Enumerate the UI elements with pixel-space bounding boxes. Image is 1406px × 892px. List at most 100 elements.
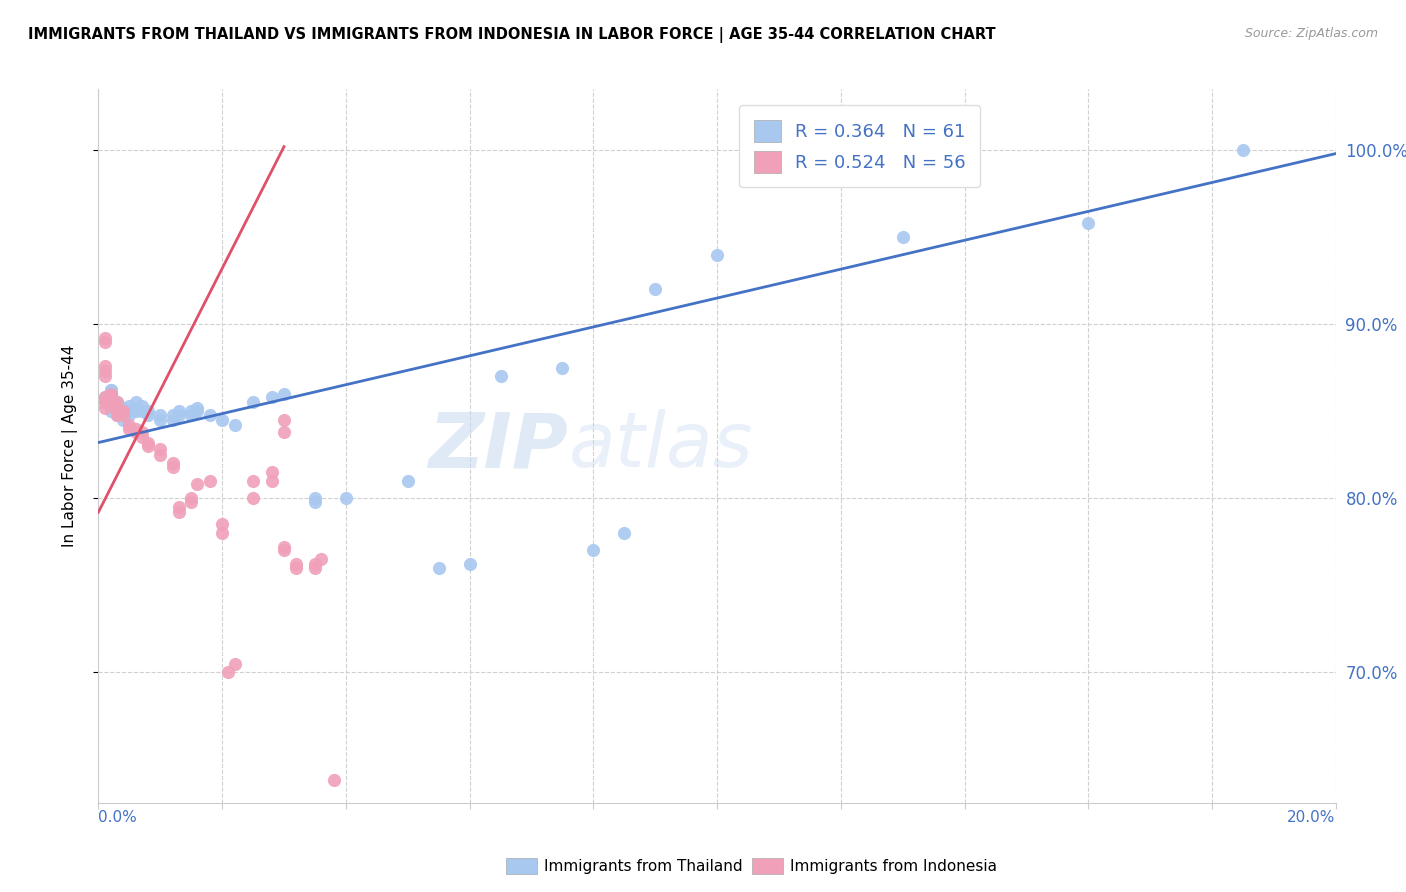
Point bbox=[118, 399, 141, 413]
Point bbox=[93, 364, 115, 378]
Point bbox=[100, 386, 122, 401]
Point bbox=[551, 360, 574, 375]
Point bbox=[100, 390, 122, 404]
Point bbox=[100, 404, 122, 418]
Point bbox=[105, 401, 128, 415]
Point bbox=[93, 331, 115, 345]
Point bbox=[273, 540, 295, 554]
Point bbox=[105, 395, 128, 409]
Text: atlas: atlas bbox=[568, 409, 754, 483]
Point bbox=[100, 395, 122, 409]
Point bbox=[242, 474, 264, 488]
Text: Source: ZipAtlas.com: Source: ZipAtlas.com bbox=[1244, 27, 1378, 40]
Point bbox=[93, 334, 115, 349]
Point bbox=[427, 561, 450, 575]
Point bbox=[93, 390, 115, 404]
Point bbox=[891, 230, 914, 244]
Point bbox=[706, 247, 728, 261]
Point bbox=[211, 526, 233, 541]
Point bbox=[100, 386, 122, 401]
Point bbox=[149, 413, 172, 427]
Point bbox=[396, 474, 419, 488]
Point bbox=[582, 543, 605, 558]
Point bbox=[136, 404, 159, 418]
Legend: R = 0.364   N = 61, R = 0.524   N = 56: R = 0.364 N = 61, R = 0.524 N = 56 bbox=[740, 105, 980, 187]
Point bbox=[93, 390, 115, 404]
Text: 20.0%: 20.0% bbox=[1288, 810, 1336, 825]
Point bbox=[167, 505, 190, 519]
Point bbox=[131, 430, 153, 444]
Point bbox=[167, 408, 190, 422]
Point bbox=[1232, 143, 1254, 157]
Point bbox=[112, 404, 135, 418]
Point bbox=[100, 384, 122, 398]
Point bbox=[100, 395, 122, 409]
Point bbox=[304, 491, 326, 506]
Point bbox=[180, 494, 202, 508]
Point bbox=[149, 408, 172, 422]
Point bbox=[149, 448, 172, 462]
Point bbox=[613, 526, 636, 541]
Text: 0.0%: 0.0% bbox=[98, 810, 138, 825]
Point bbox=[100, 395, 122, 409]
Point bbox=[489, 369, 512, 384]
Point bbox=[112, 401, 135, 415]
Text: Immigrants from Thailand: Immigrants from Thailand bbox=[544, 859, 742, 873]
Point bbox=[136, 435, 159, 450]
Point bbox=[105, 401, 128, 415]
Point bbox=[242, 395, 264, 409]
Point bbox=[273, 425, 295, 439]
Point bbox=[260, 390, 283, 404]
Point bbox=[118, 418, 141, 433]
Point bbox=[458, 558, 481, 572]
Point bbox=[149, 442, 172, 457]
Point bbox=[105, 404, 128, 418]
Point bbox=[105, 408, 128, 422]
Point bbox=[100, 386, 122, 401]
Point bbox=[124, 425, 146, 439]
Point bbox=[136, 408, 159, 422]
Point bbox=[105, 395, 128, 409]
Point bbox=[162, 457, 184, 471]
Point bbox=[322, 773, 344, 788]
Point bbox=[260, 465, 283, 479]
Point bbox=[198, 408, 221, 422]
Point bbox=[224, 418, 246, 433]
Point bbox=[118, 421, 141, 435]
Point bbox=[162, 408, 184, 422]
Point bbox=[273, 386, 295, 401]
Point bbox=[198, 474, 221, 488]
Point bbox=[217, 665, 239, 680]
Point bbox=[93, 359, 115, 373]
Point bbox=[186, 477, 208, 491]
Point bbox=[118, 408, 141, 422]
Point bbox=[124, 404, 146, 418]
Point bbox=[131, 399, 153, 413]
Point bbox=[131, 425, 153, 439]
Point bbox=[105, 408, 128, 422]
Point bbox=[309, 552, 332, 566]
Point bbox=[211, 413, 233, 427]
Point bbox=[304, 558, 326, 572]
Point bbox=[180, 491, 202, 506]
Point bbox=[112, 408, 135, 422]
Point bbox=[260, 474, 283, 488]
Point bbox=[211, 517, 233, 532]
Point bbox=[100, 390, 122, 404]
Point bbox=[93, 395, 115, 409]
Point bbox=[186, 404, 208, 418]
Point bbox=[124, 401, 146, 415]
Point bbox=[136, 439, 159, 453]
Point bbox=[93, 395, 115, 409]
Text: IMMIGRANTS FROM THAILAND VS IMMIGRANTS FROM INDONESIA IN LABOR FORCE | AGE 35-44: IMMIGRANTS FROM THAILAND VS IMMIGRANTS F… bbox=[28, 27, 995, 43]
Point bbox=[100, 390, 122, 404]
Point bbox=[335, 491, 357, 506]
Point bbox=[131, 404, 153, 418]
Point bbox=[100, 390, 122, 404]
Point bbox=[304, 494, 326, 508]
Point bbox=[224, 657, 246, 671]
Point bbox=[124, 395, 146, 409]
Point bbox=[93, 401, 115, 415]
Point bbox=[112, 413, 135, 427]
Point bbox=[93, 369, 115, 384]
